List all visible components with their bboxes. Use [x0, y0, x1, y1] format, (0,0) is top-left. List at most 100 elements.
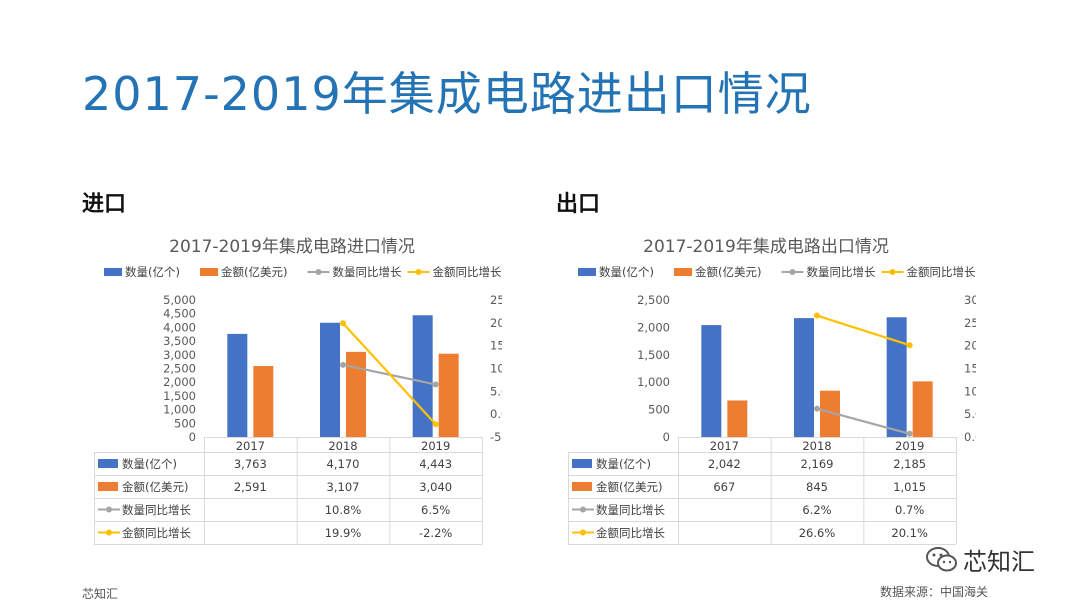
table-cell-value: 26.6%: [799, 526, 836, 540]
left-axis-tick-label: 2,500: [163, 362, 196, 376]
bar-2019-0: [886, 317, 907, 437]
left-axis-tick-label: 1,500: [637, 348, 670, 362]
table-cell-value: 20.1%: [891, 526, 928, 540]
export-chart-panel: 2017-2019年集成电路出口情况 数量(亿个) 金额(亿美元) 数量同比增长 金额同…: [556, 230, 976, 550]
bar-2019-0: [412, 315, 433, 437]
left-axis-tick-label: 500: [174, 416, 196, 430]
legend-label: 金额(亿美元): [221, 265, 287, 279]
legend-swatch: [104, 268, 122, 276]
bar-2019-1: [912, 381, 933, 437]
table-cell-value: 2,169: [801, 457, 834, 471]
table-row-swatch: [98, 459, 118, 468]
series-point: [432, 421, 439, 428]
legend-item: 数量同比增长: [307, 265, 402, 279]
table-row: 金额同比增长 19.9% -2.2%: [98, 526, 452, 540]
table-cell-value: 3,040: [419, 480, 452, 494]
category-label-2019: 2019: [421, 439, 450, 453]
table-row-label: 数量同比增长: [596, 503, 665, 517]
right-axis-tick-label: 15.0%: [490, 339, 502, 353]
right-axis-tick-label: 10.0%: [490, 362, 502, 376]
left-axis-tick-label: 1,500: [163, 389, 196, 403]
series-point: [906, 342, 913, 349]
right-axis-tick-label: 20.0%: [964, 339, 976, 353]
legend-label: 数量(亿个): [599, 265, 654, 279]
table-cell-value: 2,042: [708, 457, 741, 471]
footer-source-brand: 芯知汇: [82, 587, 119, 601]
series-line-0: [816, 407, 910, 435]
right-axis-tick-label: 15.0%: [964, 362, 976, 376]
legend-label: 金额同比增长: [907, 265, 976, 279]
table-row: 金额(亿美元) 2,591 3,107 3,040: [98, 480, 452, 494]
legend-item: 金额同比增长: [407, 265, 502, 279]
watermark: 芯知汇: [925, 542, 1035, 577]
legend-marker: [415, 269, 422, 275]
bar-2017-1: [727, 400, 748, 437]
chart-title: 2017-2019年集成电路进口情况: [169, 237, 415, 257]
bar-2017-0: [227, 333, 248, 437]
category-label-2019: 2019: [895, 439, 924, 453]
left-axis-tick-label: 4,500: [163, 307, 196, 321]
table-cell-value: 1,015: [893, 480, 926, 494]
table-row-label: 金额同比增长: [596, 526, 665, 540]
bar-2017-0: [701, 325, 722, 437]
table-row-swatch: [572, 459, 592, 468]
table-row-swatch: [572, 482, 592, 491]
left-axis-tick-label: 2,500: [637, 293, 670, 307]
table-row: 金额同比增长 26.6% 20.1%: [572, 526, 928, 540]
legend-marker: [315, 269, 322, 275]
left-axis-tick-label: 3,500: [163, 334, 196, 348]
series-point: [432, 381, 439, 388]
left-axis-tick-label: 500: [648, 403, 670, 417]
table-cell-value: 3,107: [327, 480, 360, 494]
watermark-text: 芯知汇: [963, 548, 1035, 576]
legend-swatch: [200, 268, 218, 276]
right-axis-tick-label: 0.0%: [964, 430, 976, 444]
table-cell-value: 19.9%: [325, 526, 362, 540]
table-cell-value: 2,185: [893, 457, 926, 471]
category-label-2018: 2018: [328, 439, 357, 453]
wechat-icon: [925, 545, 959, 575]
table-cell-value: 3,763: [234, 457, 267, 471]
table-row: 金额(亿美元) 667 845 1,015: [572, 480, 926, 494]
left-axis-tick-label: 0: [189, 430, 196, 444]
table-cell-value: 0.7%: [895, 503, 924, 517]
footer-data-source: 数据来源：中国海关: [880, 585, 989, 599]
table-row: 数量(亿个) 3,763 4,170 4,443: [98, 457, 452, 471]
series-line-1: [342, 322, 437, 425]
left-axis-tick-label: 2,000: [163, 375, 196, 389]
legend-marker: [889, 269, 896, 275]
left-axis-tick-label: 0: [663, 430, 670, 444]
right-axis-tick-label: 5.0%: [964, 407, 976, 421]
right-axis-tick-label: 25.0%: [964, 316, 976, 330]
right-axis-tick-label: 5.0%: [490, 384, 502, 398]
bar-2018-1: [346, 351, 366, 437]
series-point: [814, 405, 820, 412]
series-point: [906, 430, 913, 437]
left-axis-tick-label: 5,000: [163, 293, 196, 307]
table-row-marker: [106, 506, 112, 513]
right-axis-tick-label: -5.0%: [490, 430, 502, 444]
left-axis-tick-label: 1,000: [637, 375, 670, 389]
chart-title: 2017-2019年集成电路出口情况: [643, 237, 889, 257]
table-row-label: 数量同比增长: [122, 503, 191, 517]
legend-swatch: [578, 268, 596, 276]
table-row-swatch: [98, 482, 118, 491]
table-cell-value: 2,591: [234, 480, 267, 494]
category-label-2017: 2017: [236, 439, 265, 453]
category-label-2017: 2017: [710, 439, 739, 453]
right-axis-tick-label: 25.0%: [490, 293, 502, 307]
series-line-1: [816, 314, 911, 347]
table-cell-value: 667: [713, 480, 735, 494]
table-row-marker: [580, 529, 586, 536]
legend-item: 金额(亿美元): [674, 265, 761, 279]
import-chart-panel: 2017-2019年集成电路进口情况 数量(亿个) 金额(亿美元) 数量同比增长 金额同…: [82, 230, 502, 550]
table-row-marker: [580, 506, 586, 513]
table-row-label: 金额(亿美元): [596, 480, 662, 494]
legend-swatch: [674, 268, 692, 276]
right-axis-tick-label: 0.0%: [490, 407, 502, 421]
left-axis-tick-label: 4,000: [163, 320, 196, 334]
table-cell-value: 845: [806, 480, 828, 494]
right-axis-tick-label: 10.0%: [964, 384, 976, 398]
